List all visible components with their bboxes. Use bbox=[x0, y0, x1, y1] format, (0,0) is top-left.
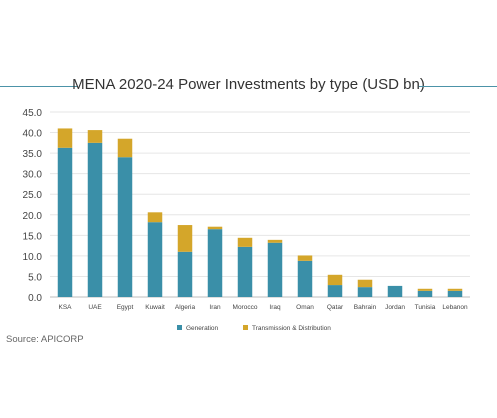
bar-transmission-distribution bbox=[147, 212, 163, 223]
bar-transmission-distribution bbox=[417, 288, 433, 291]
bar-generation bbox=[207, 229, 223, 297]
bar-generation bbox=[267, 242, 283, 297]
x-tick-label: Tunisia bbox=[415, 304, 436, 311]
y-tick-label: 25.0 bbox=[23, 190, 43, 201]
legend-swatch bbox=[177, 325, 182, 330]
bar-transmission-distribution bbox=[327, 274, 343, 286]
y-axis-ticks: 0.0 5.0 10.0 15.0 20.0 25.0 30.0 35.0 40.0 45.0 bbox=[23, 108, 43, 304]
bar-generation bbox=[87, 142, 103, 297]
y-tick-label: 10.0 bbox=[23, 252, 43, 263]
x-tick-label: Egypt bbox=[117, 304, 134, 311]
bar-transmission-distribution bbox=[267, 239, 283, 243]
title-rule-right bbox=[419, 86, 497, 87]
bar-generation bbox=[447, 290, 463, 297]
x-tick-label: Qatar bbox=[327, 304, 344, 311]
bar-generation bbox=[387, 285, 403, 297]
y-tick-label: 20.0 bbox=[23, 211, 43, 222]
x-axis-ticks: KSA UAE Egypt Kuwait Algeria Iran Morocco Iraq O… bbox=[58, 304, 468, 311]
bars bbox=[57, 128, 463, 297]
x-tick-label: UAE bbox=[88, 304, 102, 311]
bar-transmission-distribution bbox=[177, 225, 193, 252]
x-tick-label: Jordan bbox=[385, 304, 405, 311]
y-tick-label: 0.0 bbox=[28, 293, 42, 304]
x-tick-label: Bahrain bbox=[354, 304, 377, 311]
legend-label: Transmission & Distribution bbox=[252, 325, 331, 332]
source-note: Source: APICORP bbox=[6, 334, 84, 345]
bar-generation bbox=[57, 147, 73, 297]
bar-transmission-distribution bbox=[207, 226, 223, 230]
chart-title-row: MENA 2020-24 Power Investments by type (… bbox=[0, 72, 497, 102]
bar-generation bbox=[417, 290, 433, 297]
bar-transmission-distribution bbox=[87, 130, 103, 143]
bar-generation bbox=[117, 157, 133, 297]
bar-transmission-distribution bbox=[447, 288, 463, 291]
bar-generation bbox=[177, 251, 193, 297]
legend: Generation Transmission & Distribution bbox=[177, 325, 331, 332]
x-tick-label: Iran bbox=[209, 304, 221, 311]
chart-title: MENA 2020-24 Power Investments by type (… bbox=[72, 76, 425, 93]
bar-transmission-distribution bbox=[117, 138, 133, 158]
bar-transmission-distribution bbox=[297, 255, 313, 261]
title-rule-left bbox=[0, 86, 78, 87]
x-tick-label: Kuwait bbox=[145, 304, 165, 311]
y-tick-label: 15.0 bbox=[23, 231, 43, 242]
bar-generation bbox=[147, 222, 163, 297]
x-tick-label: KSA bbox=[58, 304, 72, 311]
bar-transmission-distribution bbox=[57, 128, 73, 148]
x-tick-label: Algeria bbox=[175, 304, 196, 311]
bar-transmission-distribution bbox=[237, 237, 253, 247]
bar-transmission-distribution bbox=[357, 279, 373, 288]
y-tick-label: 5.0 bbox=[28, 272, 42, 283]
legend-swatch bbox=[243, 325, 248, 330]
y-tick-label: 35.0 bbox=[23, 149, 43, 160]
bar-generation bbox=[327, 285, 343, 297]
gridlines bbox=[50, 111, 470, 298]
bar-generation bbox=[297, 260, 313, 297]
x-tick-label: Lebanon bbox=[442, 304, 468, 311]
bar-generation bbox=[237, 246, 253, 297]
bar-generation bbox=[357, 287, 373, 297]
y-tick-label: 40.0 bbox=[23, 129, 43, 140]
x-tick-label: Oman bbox=[296, 304, 314, 311]
y-tick-label: 45.0 bbox=[23, 108, 43, 119]
x-tick-label: Iraq bbox=[269, 304, 281, 311]
y-tick-label: 30.0 bbox=[23, 170, 43, 181]
x-tick-label: Morocco bbox=[233, 304, 258, 311]
legend-label: Generation bbox=[186, 325, 219, 332]
